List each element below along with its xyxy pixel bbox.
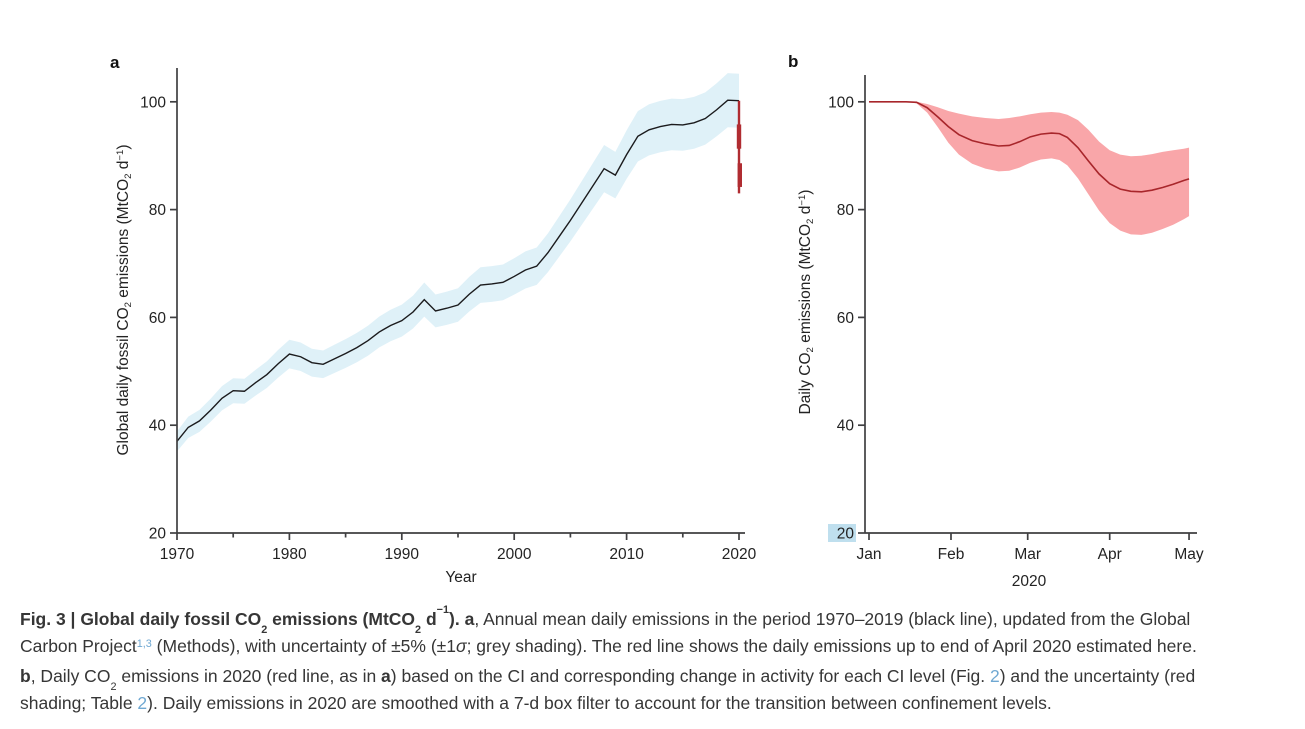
x-tick-label: 2010 xyxy=(609,546,644,563)
caption-line: Carbon Project1,3 (Methods), with uncert… xyxy=(20,633,1298,663)
caption-text-segment: a xyxy=(464,609,475,629)
caption-text-segment: (Methods), with uncertainty of ±5% (±1 xyxy=(151,636,457,656)
y-tick-label: 80 xyxy=(837,202,855,219)
caption-line: Fig. 3 | Global daily fossil CO2 emissio… xyxy=(20,603,1298,636)
x-axis-title: 2020 xyxy=(1012,573,1047,590)
caption-text-segment: ) and the uncertainty (red xyxy=(999,666,1196,686)
caption-text-segment: σ xyxy=(456,636,467,656)
caption-line: b, Daily CO2 emissions in 2020 (red line… xyxy=(20,663,1298,693)
caption-line: shading; Table 2). Daily emissions in 20… xyxy=(20,690,1298,717)
figure-caption: Fig. 3 | Global daily fossil CO2 emissio… xyxy=(20,603,1298,717)
caption-text-segment: emissions in 2020 (red line, as in xyxy=(116,666,382,686)
x-tick-label: May xyxy=(1174,546,1204,563)
reference-link[interactable]: 2 xyxy=(137,693,148,713)
panel-a-axes: 20 40 60 80 100 1970 1980 1990 2000 2010 2020 Year xyxy=(140,68,757,586)
caption-text-segment: ). xyxy=(449,609,465,629)
y-tick-label: 20 xyxy=(149,526,167,543)
x-tick-label: 2020 xyxy=(722,546,757,563)
x-tick-label: Mar xyxy=(1014,546,1041,563)
x-tick-label: Feb xyxy=(938,546,965,563)
y-tick-label: 40 xyxy=(149,418,167,435)
caption-text-segment: shading; Table xyxy=(20,693,138,713)
caption-text-segment: ; grey shading). The red line shows the … xyxy=(466,636,1197,656)
x-axis-title: Year xyxy=(445,569,476,586)
uncertainty-band-a xyxy=(177,73,739,452)
caption-text-segment: , Annual mean daily emissions in the per… xyxy=(474,609,1191,629)
y-tick-label: 100 xyxy=(828,94,854,111)
caption-text-segment: b xyxy=(20,666,31,686)
caption-text-segment: Carbon Project xyxy=(20,636,137,656)
caption-text-segment: emissions (MtCO xyxy=(267,609,416,629)
panel-a-label: a xyxy=(110,53,120,72)
y-tick-label: 80 xyxy=(149,202,167,219)
x-tick-label: 1990 xyxy=(385,546,420,563)
caption-text-segment: ). Daily emissions in 2020 are smoothed … xyxy=(147,693,1052,713)
caption-text-segment: ) based on the CI and corresponding chan… xyxy=(390,666,990,686)
highlighted-tick-background xyxy=(828,524,856,542)
panel-a-chart: 20 40 60 80 100 1970 1980 1990 2000 2010 2020 Year xyxy=(140,68,757,586)
y-tick-label: 40 xyxy=(837,418,855,435)
daily-2020-emissions-line xyxy=(869,100,1190,193)
reference-link[interactable]: 1,3 xyxy=(136,637,152,650)
y-tick-label: 100 xyxy=(140,94,166,111)
caption-text-segment: 2 xyxy=(415,623,422,636)
annual-emissions-line xyxy=(176,99,740,442)
x-tick-label: 1980 xyxy=(272,546,307,563)
caption-text-segment: a xyxy=(381,666,391,686)
uncertainty-band-b xyxy=(869,101,1190,235)
caption-text-segment: 2 xyxy=(261,623,268,636)
x-tick-label: 1970 xyxy=(160,546,195,563)
y-tick-label: 60 xyxy=(149,310,167,327)
y-tick-label: 60 xyxy=(837,310,855,327)
y-tick-label: 20 xyxy=(837,526,855,543)
panel-b-axes: 20 40 60 80 100 Jan Feb Mar Apr May 2020 xyxy=(828,75,1204,590)
x-tick-label: 2000 xyxy=(497,546,532,563)
panel-b-label: b xyxy=(788,52,799,71)
panel-b-chart: 20 40 60 80 100 Jan Feb Mar Apr May 2020 xyxy=(828,75,1204,590)
reference-link[interactable]: 2 xyxy=(990,666,1000,686)
caption-text-segment: −1 xyxy=(436,603,450,616)
caption-text-segment: d xyxy=(421,609,437,629)
caption-text-segment: 2 xyxy=(110,680,117,693)
caption-text-segment: , Daily CO xyxy=(30,666,111,686)
caption-text-segment: Fig. 3 | Global daily fossil CO xyxy=(20,609,262,629)
x-tick-label: Jan xyxy=(857,546,882,563)
x-tick-label: Apr xyxy=(1098,546,1122,563)
